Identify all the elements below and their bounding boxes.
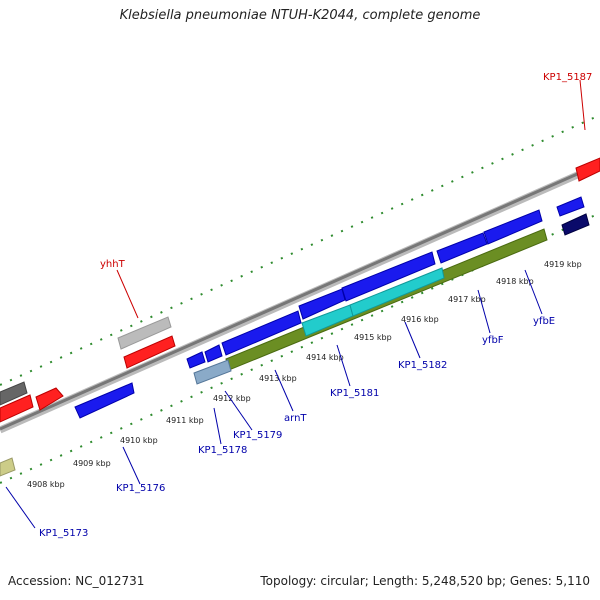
kbp-label: 4908 kbp <box>27 480 65 489</box>
kbp-label: 4915 kbp <box>354 333 392 342</box>
kbp-label: 4919 kbp <box>544 260 582 269</box>
leader-lines <box>5 79 586 529</box>
kbp-label: 4911 kbp <box>166 416 204 425</box>
gene-label-kp1-5187[interactable]: KP1_5187 <box>543 72 592 83</box>
reverse-gene[interactable] <box>186 351 206 369</box>
forward-gene[interactable] <box>0 394 34 423</box>
reverse-gene[interactable] <box>204 344 223 363</box>
gene-label-kp1-5178[interactable]: KP1_5178 <box>198 445 247 456</box>
kbp-label: 4916 kbp <box>401 315 439 324</box>
feature-bands <box>0 228 548 477</box>
gene-label-kp1-5182[interactable]: KP1_5182 <box>398 360 447 371</box>
forward-gene[interactable] <box>117 316 172 350</box>
reverse-strand-genes <box>74 196 590 419</box>
reverse-gene[interactable] <box>561 213 590 236</box>
kbp-scale: 4908 kbp 4909 kbp 4910 kbp 4911 kbp 4912… <box>27 260 582 489</box>
forward-gene[interactable] <box>575 157 600 182</box>
reverse-gene[interactable] <box>298 288 346 320</box>
feature-band-khaki <box>0 457 16 477</box>
forward-gene[interactable] <box>0 381 28 406</box>
reverse-gene[interactable] <box>221 310 302 356</box>
gene-label-yfbf[interactable]: yfbF <box>482 335 504 346</box>
forward-gene[interactable] <box>35 387 64 411</box>
forward-strand-genes <box>0 157 600 423</box>
reverse-gene[interactable] <box>436 232 488 264</box>
kbp-label: 4917 kbp <box>448 295 486 304</box>
kbp-label: 4918 kbp <box>496 277 534 286</box>
gene-label-kp1-5176[interactable]: KP1_5176 <box>116 483 165 494</box>
feature-band-steel <box>193 359 232 385</box>
reverse-gene[interactable] <box>556 196 585 217</box>
accession-text: Accession: NC_012731 <box>8 574 145 588</box>
genome-backbone <box>0 161 600 434</box>
gene-label-yhht[interactable]: yhhT <box>100 259 126 270</box>
gene-label-arnt[interactable]: arnT <box>284 413 307 424</box>
kbp-label: 4909 kbp <box>73 459 111 468</box>
forward-gene[interactable] <box>123 335 176 369</box>
genome-summary-text: Topology: circular; Length: 5,248,520 bp… <box>260 574 590 588</box>
map-title: Klebsiella pneumoniae NTUH-K2044, comple… <box>119 8 481 23</box>
gene-label-kp1-5179[interactable]: KP1_5179 <box>233 430 282 441</box>
kbp-label: 4913 kbp <box>259 374 297 383</box>
reverse-gene[interactable] <box>74 382 135 419</box>
gene-label-kp1-5181[interactable]: KP1_5181 <box>330 388 379 399</box>
gene-labels: KP1_5187 yhhT KP1_5173 KP1_5176 KP1_5178… <box>39 72 592 539</box>
reverse-gene[interactable] <box>341 251 436 302</box>
gene-label-kp1-5173[interactable]: KP1_5173 <box>39 528 88 539</box>
feature-band-cyan <box>349 267 445 317</box>
kbp-label: 4910 kbp <box>120 436 158 445</box>
kbp-label: 4912 kbp <box>213 394 251 403</box>
kbp-label: 4914 kbp <box>306 353 344 362</box>
gene-label-yfbe[interactable]: yfbE <box>533 316 555 327</box>
reverse-gene[interactable] <box>483 209 543 245</box>
